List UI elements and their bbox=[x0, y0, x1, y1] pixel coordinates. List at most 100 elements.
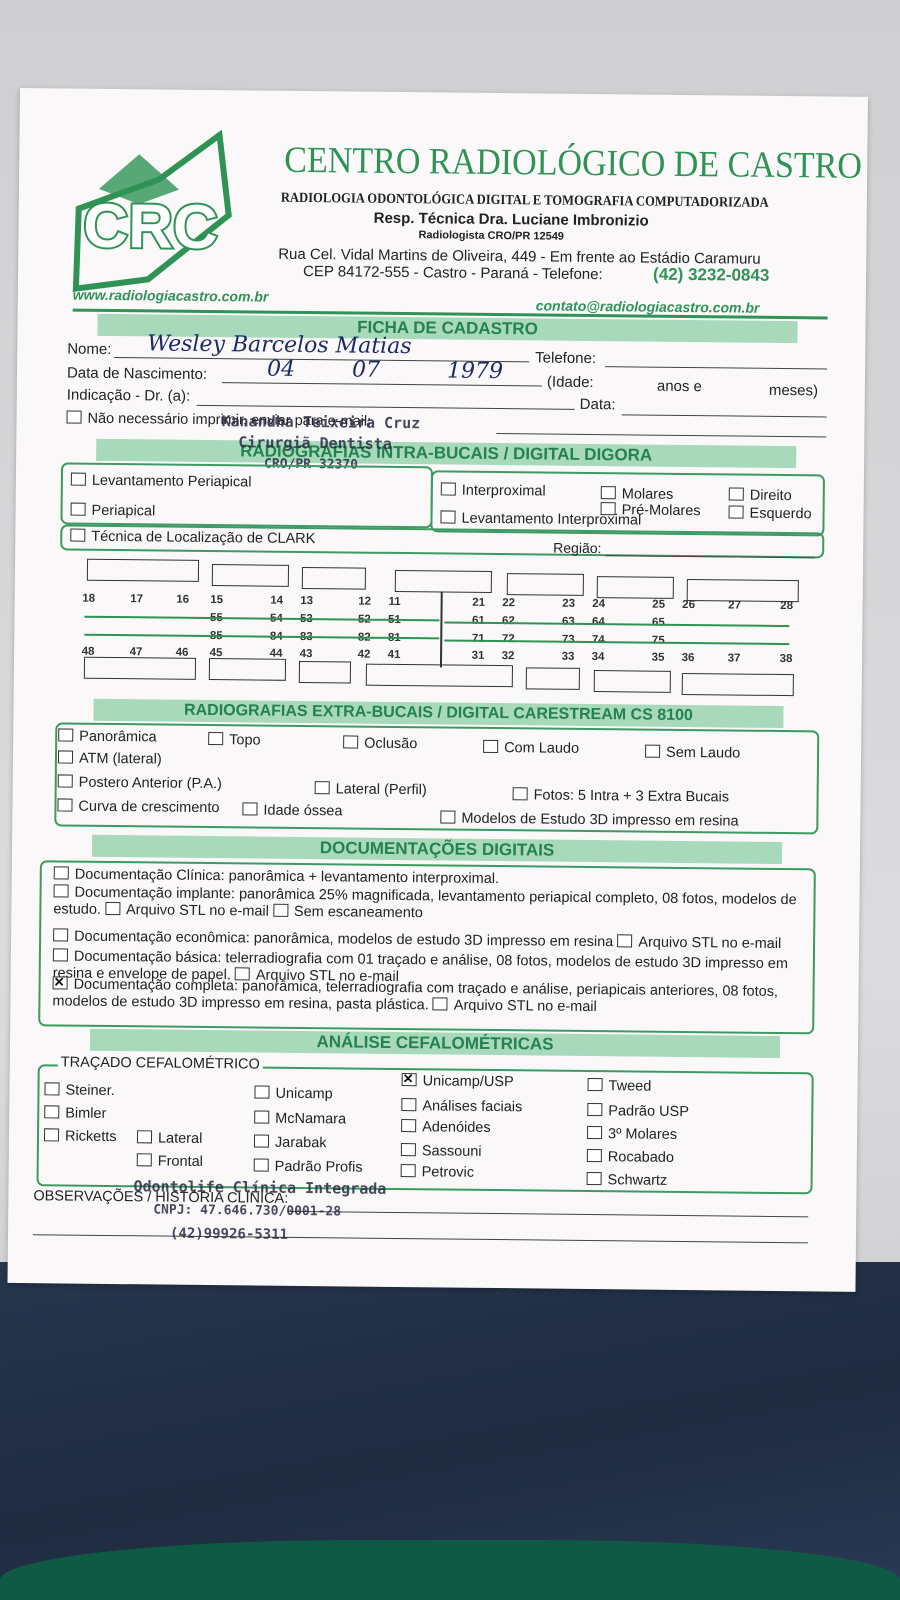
tooth-number: 36 bbox=[681, 651, 695, 665]
clinic-stamp-cnpj: CNPJ: 47.646.730/0001-28 bbox=[153, 1202, 342, 1220]
option-label: Adenóides bbox=[422, 1119, 491, 1136]
city: CEP 84172-555 - Castro - Paraná - Telefo… bbox=[303, 262, 603, 284]
checkbox bbox=[440, 482, 456, 496]
indication-label: Indicação - Dr. (a): bbox=[66, 386, 191, 405]
option-label: Análises faciais bbox=[422, 1098, 523, 1116]
logo: CRC bbox=[72, 129, 232, 293]
checkbox bbox=[728, 487, 744, 501]
checkbox bbox=[587, 1102, 603, 1117]
checkbox bbox=[70, 502, 86, 516]
checkbox bbox=[43, 1128, 60, 1142]
option: Jarabak bbox=[253, 1134, 327, 1152]
checkbox bbox=[57, 774, 73, 788]
field-line bbox=[32, 1234, 808, 1244]
checkbox bbox=[66, 410, 82, 424]
checkbox bbox=[587, 1077, 603, 1092]
option-label: Topo bbox=[229, 732, 261, 749]
tooth-number: 31 bbox=[471, 649, 485, 662]
checkbox bbox=[440, 510, 456, 524]
tooth-number: 13 bbox=[300, 594, 314, 608]
option-label: Postero Anterior (P.A.) bbox=[78, 774, 222, 793]
field-line bbox=[605, 366, 828, 370]
birth-year: 1979 bbox=[446, 358, 504, 385]
website: www.radiologiacastro.com.br bbox=[72, 286, 269, 305]
option-label: Periapical bbox=[91, 502, 156, 520]
option: Fotos: 5 Intra + 3 Extra Bucais bbox=[512, 787, 729, 805]
responsible: Resp. Técnica Dra. Luciane Imbronizio bbox=[373, 209, 649, 230]
checkbox bbox=[400, 1164, 416, 1178]
option-label: Arquivo STL no e-mail bbox=[453, 997, 597, 1016]
tooth-number: 11 bbox=[388, 595, 401, 609]
checkbox bbox=[440, 810, 456, 824]
checkbox bbox=[600, 486, 616, 500]
form-paper: CRC CENTRO RADIOLÓGICO DE CASTRO RADIOLO… bbox=[7, 88, 868, 1292]
tooth-number: 35 bbox=[651, 651, 665, 664]
logo-text: CRC bbox=[83, 192, 218, 262]
option: Steiner. bbox=[44, 1082, 115, 1099]
option-label: Oclusão bbox=[364, 735, 418, 753]
phone-label: Telefone: bbox=[535, 349, 597, 368]
option: Idade óssea bbox=[242, 802, 343, 819]
tooth-number: 21 bbox=[472, 596, 486, 609]
checkbox bbox=[586, 1171, 602, 1186]
option: Modelos de Estudo 3D impresso em resina bbox=[440, 810, 739, 830]
tooth-box bbox=[596, 576, 674, 599]
region-label: Região: bbox=[553, 539, 602, 557]
option: Lateral (Perfil) bbox=[314, 781, 427, 798]
tooth-number: 43 bbox=[299, 647, 313, 661]
option-label: Levantamento Periapical bbox=[91, 472, 252, 491]
checkbox bbox=[400, 1143, 416, 1157]
option: Panorâmica bbox=[58, 728, 157, 745]
option: Técnica de Localização de CLARK bbox=[70, 528, 315, 547]
tooth-box bbox=[208, 658, 287, 681]
tooth-box bbox=[211, 564, 290, 587]
checkbox bbox=[645, 744, 661, 758]
checkbox bbox=[104, 901, 121, 916]
option: Esquerdo bbox=[728, 505, 812, 523]
option-label: Ricketts bbox=[64, 1128, 117, 1146]
option: Molares bbox=[600, 486, 673, 503]
option: Com Laudo bbox=[483, 739, 580, 757]
option-label: Sem Laudo bbox=[665, 744, 741, 762]
option: Schwartz bbox=[586, 1171, 667, 1189]
title: CENTRO RADIOLÓGICO DE CASTRO bbox=[284, 139, 863, 187]
option: Postero Anterior (P.A.) bbox=[57, 774, 222, 793]
option-label: Interproximal bbox=[461, 482, 546, 500]
option: Padrão USP bbox=[587, 1102, 689, 1120]
checkbox bbox=[58, 728, 74, 742]
tooth-box bbox=[686, 579, 799, 603]
field-line bbox=[496, 433, 827, 438]
option-label: Com Laudo bbox=[504, 740, 580, 757]
option: Frontal bbox=[136, 1153, 203, 1170]
option: Tweed bbox=[587, 1077, 651, 1095]
option: Topo bbox=[208, 732, 261, 749]
tooth-number: 37 bbox=[727, 652, 741, 665]
option-label: Esquerdo bbox=[749, 505, 812, 523]
tooth-number: 33 bbox=[561, 650, 575, 663]
clinic-stamp-phone: (42)99926-5311 bbox=[169, 1225, 289, 1243]
option: Interproximal bbox=[440, 482, 546, 500]
section-heading: DOCUMENTAÇÕES DIGITAIS bbox=[91, 834, 783, 865]
tooth-number: 24 bbox=[592, 598, 606, 611]
checkbox bbox=[57, 750, 74, 764]
checkbox bbox=[242, 802, 258, 816]
checkbox bbox=[44, 1082, 60, 1096]
checkbox bbox=[728, 505, 744, 519]
tooth-number: 15 bbox=[210, 594, 224, 607]
tooth-number: 34 bbox=[591, 651, 605, 664]
checkbox bbox=[53, 884, 69, 898]
checkbox bbox=[253, 1134, 270, 1148]
documentation-list: Documentação Clínica: panorâmica + levan… bbox=[20, 88, 868, 1015]
option: Petrovic bbox=[400, 1164, 474, 1181]
option-label: Jarabak bbox=[274, 1134, 327, 1152]
birth-day: 04 bbox=[266, 356, 296, 382]
field-line bbox=[196, 404, 575, 410]
checkbox bbox=[586, 1148, 602, 1163]
date-label: Data: bbox=[579, 395, 616, 414]
cephalometric-options: Steiner. Bimler Ricketts Lateral Frontal Unic… bbox=[20, 88, 868, 1189]
option-label: Frontal bbox=[157, 1153, 203, 1170]
phone: (42) 3232-0843 bbox=[652, 264, 770, 285]
option: Direito bbox=[728, 487, 792, 504]
name-label: Nome: bbox=[67, 340, 112, 358]
checkbox bbox=[512, 787, 528, 801]
